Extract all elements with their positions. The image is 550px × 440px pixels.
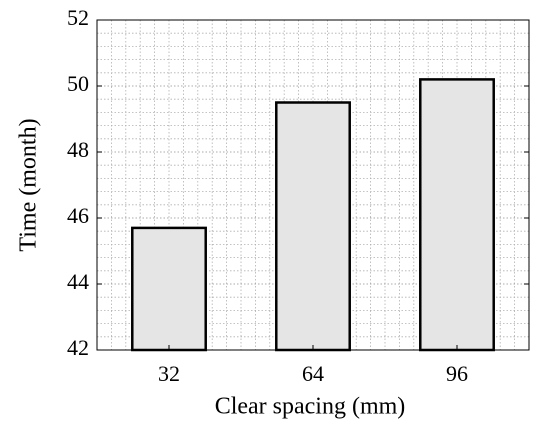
y-tick-label: 46 xyxy=(67,203,89,228)
y-tick-label: 42 xyxy=(67,335,89,360)
x-tick-label: 96 xyxy=(446,361,468,386)
y-tick-label: 48 xyxy=(67,137,89,162)
y-tick-label: 50 xyxy=(67,71,89,96)
bar xyxy=(131,226,207,352)
bar xyxy=(275,101,351,352)
plot-frame xyxy=(96,19,530,351)
x-tick-label: 32 xyxy=(158,361,180,386)
x-axis-label: Clear spacing (mm) xyxy=(215,394,406,420)
y-tick-label: 52 xyxy=(67,5,89,30)
y-tick-label: 44 xyxy=(67,269,89,294)
x-tick-label: 64 xyxy=(302,361,324,386)
bar xyxy=(419,78,495,352)
y-axis-label: Time (month) xyxy=(16,118,42,251)
